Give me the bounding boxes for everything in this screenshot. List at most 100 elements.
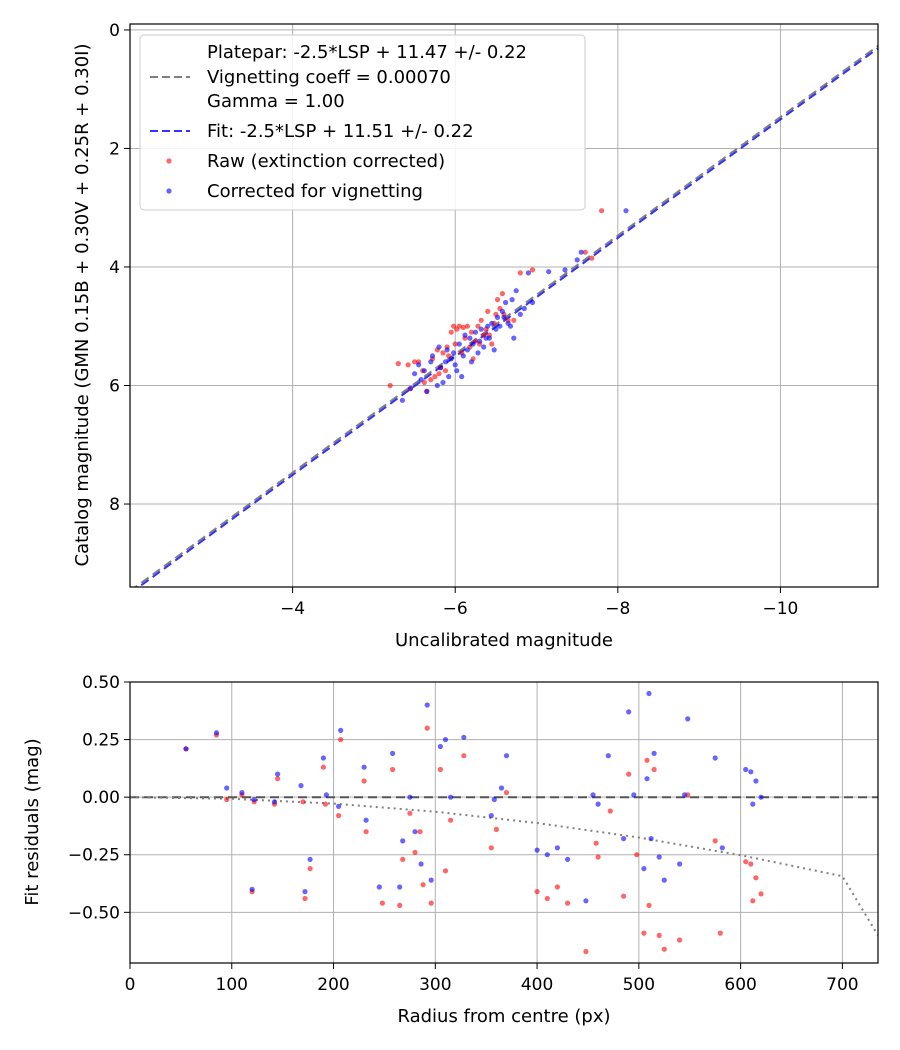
raw-point [275, 776, 281, 782]
corrected-point [621, 836, 627, 842]
raw-point [593, 840, 599, 846]
corrected-point [249, 886, 255, 892]
raw-point [607, 808, 613, 814]
legend-entry-platepar: Platepar: -2.5*LSP + 11.47 +/- 0.22 [207, 42, 527, 63]
corrected-point [444, 347, 450, 353]
corrected-point [271, 799, 278, 805]
corrected-point [424, 702, 430, 708]
reference-lines-bottom [130, 796, 878, 936]
corrected-point [459, 374, 465, 380]
raw-point [488, 845, 494, 851]
corrected-point [475, 350, 481, 356]
corrected-point [464, 347, 470, 353]
points-bottom [183, 690, 764, 955]
corrected-point [546, 269, 552, 275]
corrected-point [565, 856, 571, 863]
corrected-point [595, 801, 601, 807]
raw-point [436, 371, 442, 377]
corrected-point [494, 314, 501, 320]
raw-point [390, 766, 396, 773]
corrected-point [486, 335, 492, 341]
corrected-point [534, 847, 540, 853]
raw-point [464, 323, 470, 329]
corrected-point [454, 368, 460, 374]
corrected-point [661, 877, 667, 883]
raw-point [621, 893, 627, 899]
corrected-point [275, 771, 281, 777]
x-tick-label: −4 [280, 599, 305, 619]
corrected-point [302, 889, 308, 895]
raw-point [428, 900, 434, 906]
raw-point [300, 799, 306, 805]
points-top [387, 208, 629, 403]
raw-point [460, 324, 466, 330]
corrected-point [712, 755, 718, 761]
x-tick-label: 400 [521, 975, 553, 995]
x-tick-label: 300 [419, 975, 451, 995]
y-tick-label: 0.50 [82, 673, 120, 693]
y-tick-label: 0.00 [82, 788, 120, 808]
corrected-point [307, 856, 313, 863]
corrected-point [507, 323, 514, 329]
corrected-point [481, 344, 487, 350]
raw-point [743, 859, 749, 865]
corrected-point [251, 796, 257, 803]
corrected-point [451, 350, 457, 356]
raw-point [641, 930, 647, 936]
raw-point [452, 341, 458, 347]
raw-point [302, 895, 308, 902]
corrected-point [224, 785, 230, 791]
corrected-point [491, 796, 497, 803]
raw-point [424, 725, 430, 731]
raw-point [489, 341, 495, 347]
corrected-point [554, 845, 561, 851]
raw-point [336, 813, 342, 819]
raw-point [644, 757, 650, 763]
corrected-point [467, 335, 473, 341]
corrected-point [338, 727, 344, 734]
raw-point [448, 329, 454, 335]
corrected-point [213, 730, 220, 736]
raw-point [442, 368, 449, 374]
raw-point [753, 875, 759, 881]
corrected-point [438, 365, 444, 371]
corrected-point [758, 794, 764, 800]
corrected-point [400, 838, 406, 844]
corrected-point [477, 338, 483, 344]
corrected-point [470, 341, 476, 347]
corrected-point [418, 861, 424, 867]
corrected-point [363, 817, 369, 823]
raw-point [405, 362, 411, 368]
corrected-point [544, 852, 550, 858]
raw-point [717, 930, 723, 936]
grid-bottom [129, 681, 878, 963]
corrected-point [578, 249, 584, 255]
corrected-point [442, 737, 449, 743]
raw-point [478, 317, 484, 323]
corrected-point [503, 753, 510, 759]
corrected-point [511, 335, 517, 341]
raw-point [407, 810, 413, 816]
corrected-point [320, 755, 326, 761]
raw-point [412, 359, 418, 365]
raw-point [361, 778, 367, 784]
legend-entry-fit: Fit: -2.5*LSP + 11.51 +/- 0.22 [207, 121, 474, 142]
corrected-point [748, 769, 754, 775]
corrected-point [656, 854, 662, 860]
corrected-point [648, 836, 654, 842]
corrected-point [631, 792, 637, 798]
corrected-point [626, 709, 632, 715]
corrected-point [498, 785, 505, 791]
raw-point [322, 801, 328, 807]
corrected-point [497, 323, 503, 329]
raw-point [595, 854, 601, 860]
raw-point [599, 208, 605, 214]
residuals-plot: 0 100 200 300 400 500 600 700 0.50 0.25 0.00 −0.25 −… [22, 673, 879, 1027]
corrected-point [412, 371, 418, 377]
corrected-point [750, 801, 756, 807]
corrected-point [623, 208, 629, 214]
corrected-point [478, 326, 484, 332]
corrected-point [641, 866, 647, 872]
raw-point [448, 817, 454, 823]
raw-point [651, 766, 657, 773]
